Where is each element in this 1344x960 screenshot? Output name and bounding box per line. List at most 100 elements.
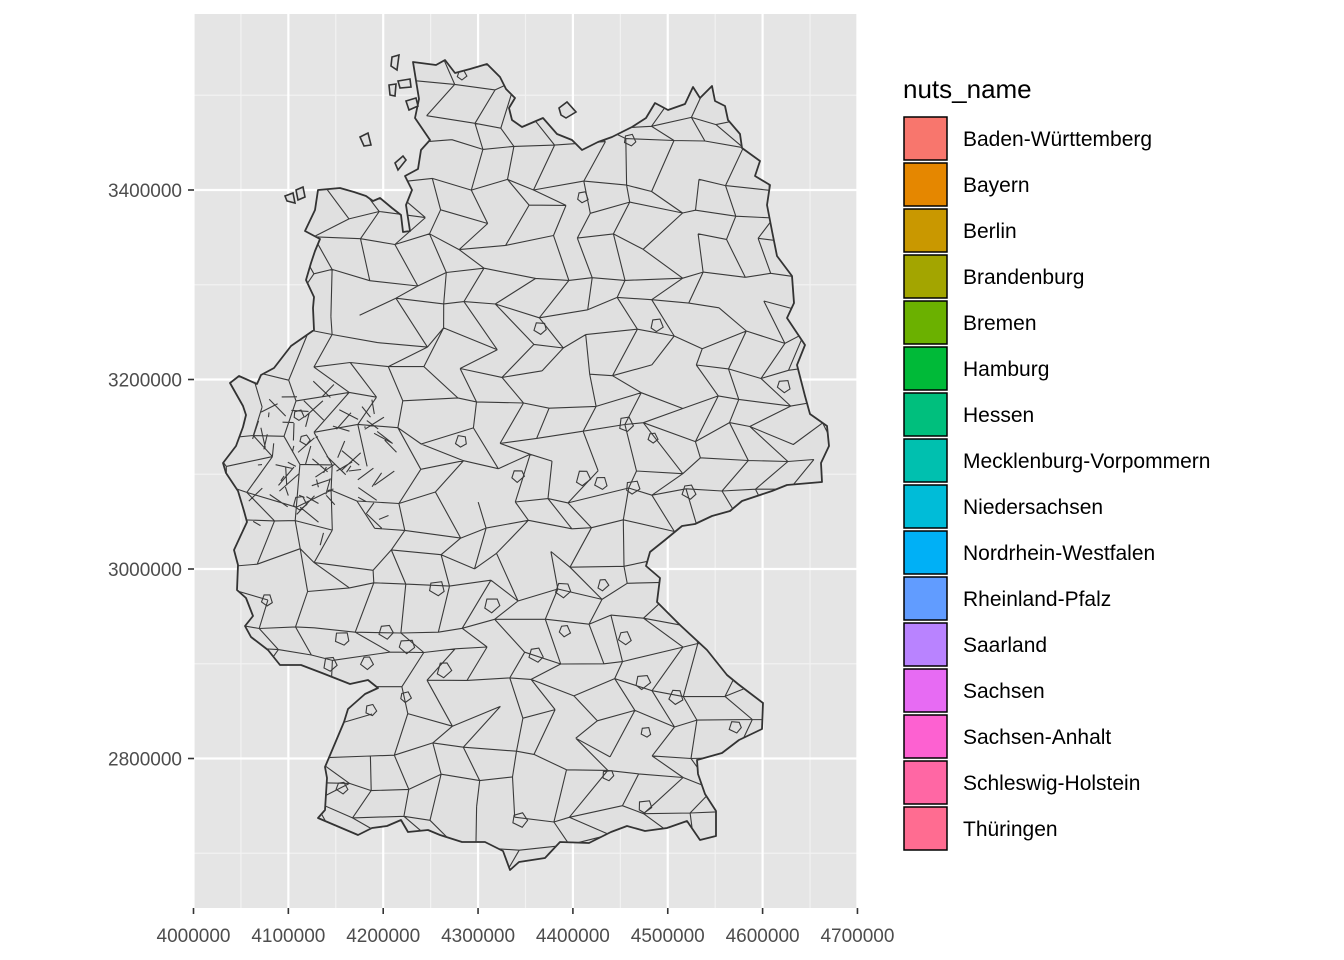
legend-label: Niedersachsen <box>963 496 1103 519</box>
city-district <box>299 434 311 446</box>
x-tick-label: 4600000 <box>726 926 800 947</box>
x-tick-label: 4500000 <box>631 926 705 947</box>
x-tick-label: 4700000 <box>820 926 894 947</box>
city-district <box>635 675 652 691</box>
legend-swatch <box>903 806 948 851</box>
island <box>558 100 578 119</box>
x-tick-label: 4300000 <box>441 926 515 947</box>
island <box>396 78 412 89</box>
legend-label: Sachsen <box>963 680 1045 703</box>
island <box>394 154 408 172</box>
y-tick-label: 3400000 <box>108 181 182 202</box>
city-district <box>617 631 632 646</box>
city-district <box>626 480 641 495</box>
legend-swatch <box>903 484 948 529</box>
city-district <box>619 416 635 433</box>
y-tick-label: 3200000 <box>108 371 182 392</box>
y-tick-label: 3000000 <box>108 560 182 581</box>
city-district <box>400 691 413 704</box>
x-tick-label: 4200000 <box>346 926 420 947</box>
island <box>283 191 297 205</box>
city-district <box>533 322 547 336</box>
legend-title: nuts_name <box>903 74 1032 104</box>
legend-label: Hamburg <box>963 358 1049 381</box>
city-district <box>554 582 572 599</box>
city-district <box>668 689 684 706</box>
city-district <box>365 703 378 717</box>
city-district <box>335 781 349 795</box>
city-district <box>681 484 697 500</box>
city-district <box>575 470 592 487</box>
legend-swatch <box>903 116 948 161</box>
island <box>404 96 419 112</box>
legend-swatch <box>903 576 948 621</box>
legend-label: Nordrhein-Westfalen <box>963 542 1155 565</box>
city-district <box>594 476 608 491</box>
city-district <box>359 656 375 671</box>
legend-swatch <box>903 714 948 759</box>
island <box>390 53 400 72</box>
city-district <box>602 770 615 782</box>
city-district <box>776 380 791 394</box>
legend: nuts_name Baden-Württemberg Bayern Berlin B… <box>903 74 1210 851</box>
legend-swatch <box>903 208 948 253</box>
north-sea-islands <box>283 53 578 205</box>
x-axis: 4000000 4100000 4200000 4300000 4400000 45000… <box>157 908 894 947</box>
legend-swatch <box>903 530 948 575</box>
city-district <box>484 598 501 614</box>
city-district <box>597 579 610 592</box>
island <box>358 131 372 147</box>
legend-swatch <box>903 254 948 299</box>
city-district <box>323 656 338 672</box>
germany-outline <box>222 59 830 871</box>
city-district <box>512 812 529 828</box>
city-district <box>623 133 637 147</box>
city-district <box>260 594 273 607</box>
island <box>388 83 397 97</box>
city-district <box>638 800 653 814</box>
legend-label: Berlin <box>963 220 1017 243</box>
city-district <box>728 721 742 734</box>
legend-label: Mecklenburg-Vorpommern <box>963 450 1210 473</box>
city-district <box>428 581 445 597</box>
x-tick-label: 4400000 <box>536 926 610 947</box>
city-district <box>454 434 467 448</box>
city-district <box>650 318 664 333</box>
legend-label: Bayern <box>963 174 1030 197</box>
city-district <box>292 496 308 511</box>
legend-swatch <box>903 668 948 713</box>
legend-swatch <box>903 438 948 483</box>
city-district <box>378 624 394 640</box>
legend-label: Schleswig-Holstein <box>963 772 1140 795</box>
legend-swatch <box>903 392 948 437</box>
city-district <box>528 647 544 663</box>
city-district <box>640 727 652 738</box>
y-tick-label: 2800000 <box>108 750 182 771</box>
x-tick-label: 4100000 <box>251 926 325 947</box>
legend-label: Baden-Württemberg <box>963 128 1152 151</box>
city-district <box>647 432 659 444</box>
city-district <box>334 632 350 646</box>
city-district <box>456 69 468 81</box>
legend-swatch <box>903 346 948 391</box>
legend-label: Hessen <box>963 404 1034 427</box>
city-district <box>577 191 589 204</box>
legend-label: Sachsen-Anhalt <box>963 726 1111 749</box>
legend-label: Thüringen <box>963 818 1058 841</box>
city-district <box>436 662 453 679</box>
legend-swatch <box>903 622 948 667</box>
city-district <box>293 409 305 422</box>
city-district <box>398 639 416 655</box>
legend-label: Saarland <box>963 634 1047 657</box>
legend-label: Brandenburg <box>963 266 1084 289</box>
y-axis: 2800000 3000000 3200000 3400000 <box>108 181 194 771</box>
legend-label: Rheinland-Pfalz <box>963 588 1111 611</box>
island <box>295 185 306 202</box>
legend-label: Bremen <box>963 312 1037 335</box>
legend-swatch <box>903 162 948 207</box>
city-district <box>558 625 572 638</box>
legend-swatch <box>903 760 948 805</box>
legend-swatch <box>903 300 948 345</box>
city-district <box>511 470 526 484</box>
